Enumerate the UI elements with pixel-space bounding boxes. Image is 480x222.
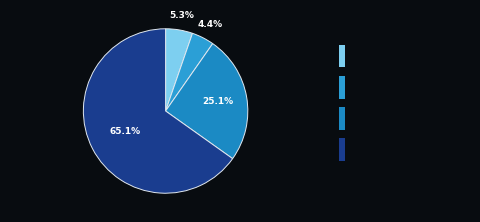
Text: 25.1%: 25.1% <box>203 97 234 106</box>
Text: 65.1%: 65.1% <box>110 127 141 136</box>
Text: 5.3%: 5.3% <box>169 11 194 20</box>
Bar <box>339 107 345 130</box>
Bar <box>339 138 345 161</box>
Wedge shape <box>84 29 233 193</box>
Bar <box>339 76 345 99</box>
Bar <box>339 45 345 67</box>
Wedge shape <box>166 44 248 159</box>
Text: 4.4%: 4.4% <box>197 20 222 29</box>
Wedge shape <box>166 33 213 111</box>
Wedge shape <box>166 29 192 111</box>
